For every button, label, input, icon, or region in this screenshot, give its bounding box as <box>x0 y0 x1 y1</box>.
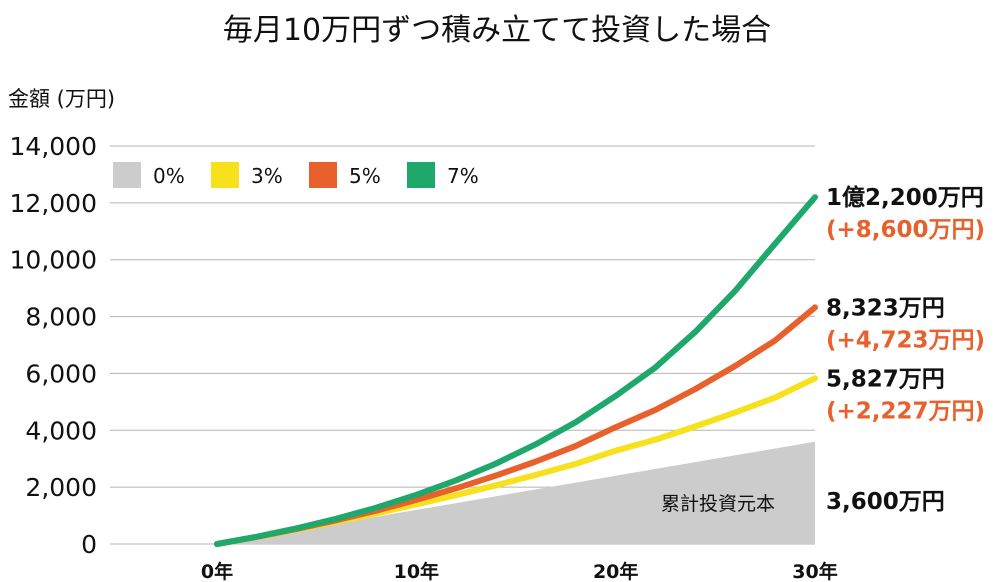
x-tick-label-0: 0年 <box>201 560 233 582</box>
chart-title: 毎月10万円ずつ積み立てて投資した場合 <box>223 13 771 48</box>
y-tick-label-6: 12,000 <box>10 189 97 218</box>
y-tick-label-0: 0 <box>81 530 97 559</box>
x-tick-label-1: 10年 <box>394 560 439 582</box>
legend-swatch-0 <box>113 162 141 188</box>
end-gain-2: (+4,723万円) <box>826 327 985 353</box>
x-tick-labels: 0年 10年 20年 30年 <box>201 560 838 582</box>
legend-label-1: 3% <box>251 164 283 188</box>
legend-label-0: 0% <box>153 164 185 188</box>
y-tick-label-1: 2,000 <box>25 473 97 502</box>
series-line-3 <box>214 194 818 547</box>
y-tick-label-5: 10,000 <box>10 246 97 275</box>
gridlines <box>110 145 815 545</box>
x-tick-label-2: 20年 <box>593 560 638 582</box>
legend-swatch-2 <box>309 162 337 188</box>
legend: 0% 3% 5% 7% <box>113 162 479 188</box>
y-tick-label-3: 6,000 <box>25 359 97 388</box>
legend-label-2: 5% <box>349 164 381 188</box>
x-tick-label-3: 30年 <box>792 560 837 582</box>
y-axis-label: 金額 (万円) <box>8 87 115 111</box>
legend-label-3: 7% <box>447 164 479 188</box>
end-gain-1: (+2,227万円) <box>826 398 985 424</box>
end-value-3: 1億2,200万円 <box>826 184 984 211</box>
legend-swatch-1 <box>211 162 239 188</box>
end-value-2: 8,323万円 <box>826 295 945 321</box>
end-gain-3: (+8,600万円) <box>826 217 985 243</box>
lines-layer <box>214 194 818 547</box>
end-value-0: 3,600万円 <box>826 489 945 515</box>
y-tick-labels: 0 2,000 4,000 6,000 8,000 10,000 12,000 14,000 <box>10 132 97 559</box>
end-labels: 3,600万円 5,827万円 (+2,227万円) 8,323万円 (+4,723万円… <box>826 184 985 515</box>
end-value-1: 5,827万円 <box>826 366 945 392</box>
area-label-0: 累計投資元本 <box>661 493 775 515</box>
y-tick-label-2: 4,000 <box>25 416 97 445</box>
y-tick-label-7: 14,000 <box>10 132 97 161</box>
legend-swatch-3 <box>407 162 435 188</box>
y-tick-label-4: 8,000 <box>25 303 97 332</box>
